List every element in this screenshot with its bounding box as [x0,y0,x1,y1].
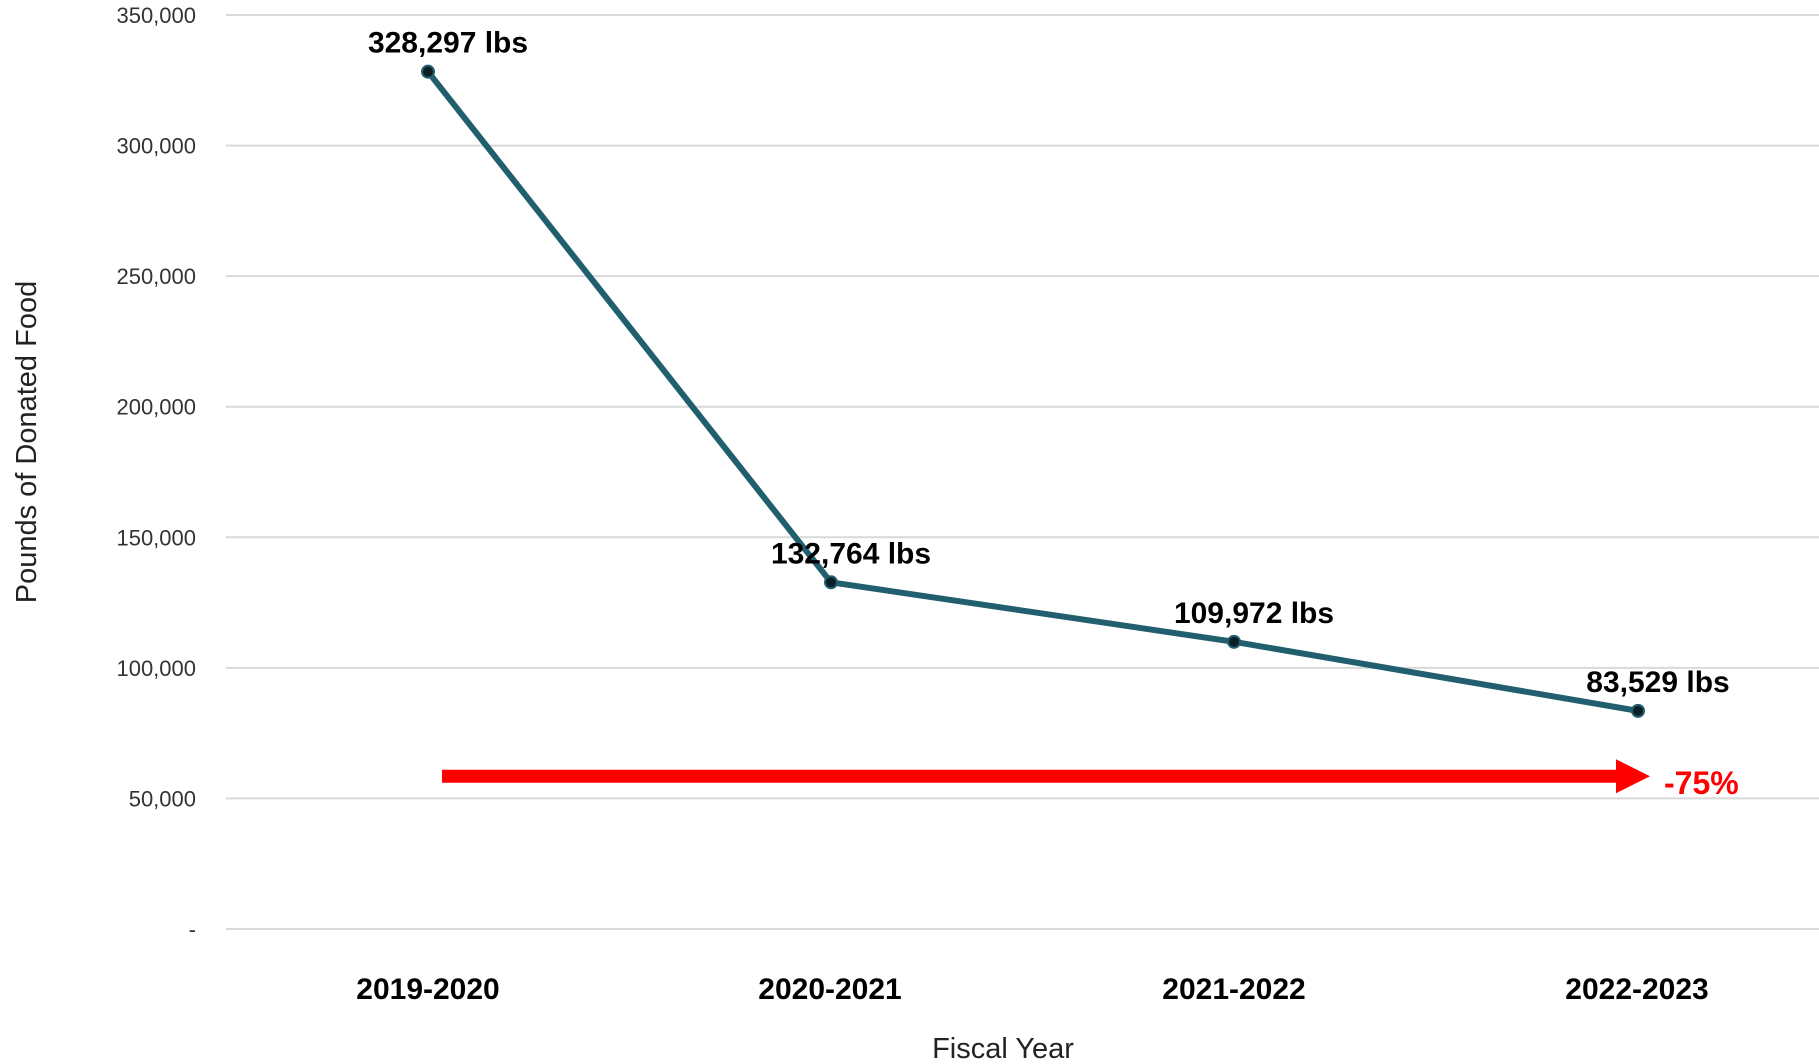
data-label: 109,972 lbs [1174,597,1334,630]
change-annotation: -75% [442,759,1739,801]
y-tick-label: 200,000 [116,395,196,420]
data-labels: 328,297 lbs 132,764 lbs 109,972 lbs 83,529 … [368,27,1730,699]
y-tick-label: 350,000 [116,3,196,28]
data-point [421,64,435,79]
y-tick-label: 300,000 [116,134,196,159]
data-point [824,575,838,590]
y-tick-label: 50,000 [129,786,196,811]
y-axis-ticks: - 50,000 100,000 150,000 200,000 250,000 300,0… [116,3,196,942]
change-percent-label: -75% [1664,765,1739,801]
arrow-head-icon [1616,759,1650,794]
x-tick-label: 2021-2022 [1162,973,1305,1006]
y-tick-label: 250,000 [116,264,196,289]
x-tick-label: 2019-2020 [356,973,499,1006]
x-axis-title: Fiscal Year [932,1033,1074,1064]
series-group [421,64,1645,718]
y-axis-title: Pounds of Donated Food [11,281,43,603]
y-tick-label: - [189,917,196,942]
data-label: 83,529 lbs [1586,666,1729,699]
data-point [1227,634,1241,649]
y-tick-label: 150,000 [116,525,196,550]
x-axis-ticks: 2019-2020 2020-2021 2021-2022 2022-2023 [356,973,1708,1006]
gridlines [226,14,1819,930]
x-tick-label: 2020-2021 [758,973,901,1006]
x-tick-label: 2022-2023 [1565,973,1708,1006]
data-point [1631,703,1645,718]
data-label: 132,764 lbs [771,537,931,570]
data-label: 328,297 lbs [368,27,528,60]
y-tick-label: 100,000 [116,656,196,681]
series-line [425,68,1641,714]
